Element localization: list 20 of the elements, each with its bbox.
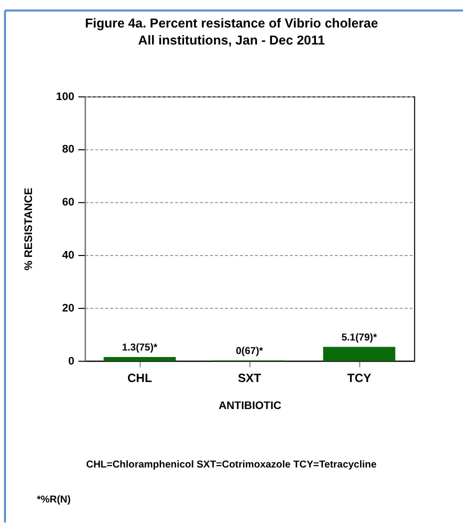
bar xyxy=(104,356,176,362)
text: CHL=Chloramphenicol SXT=Cotrimoxazole TCY=Tetracycline xyxy=(86,460,377,471)
y-axis-title: % RESISTANCE xyxy=(23,188,36,270)
y-tick-label: 0 xyxy=(68,355,74,368)
y-tick-label: 60 xyxy=(62,196,74,209)
x-tick-label: CHL xyxy=(127,371,152,386)
x-axis-title: ANTIBIOTIC xyxy=(218,400,282,412)
chart-subtitle: All institutions, Jan - Dec 2011 xyxy=(138,32,325,48)
y-tick-label: 100 xyxy=(56,90,74,103)
data-label: 0(67)* xyxy=(236,346,264,357)
y-tick-label: 80 xyxy=(62,144,74,156)
data-label: 5.1(79)* xyxy=(341,332,378,344)
y-tick-label: 20 xyxy=(62,302,74,314)
x-tick-label: SXT xyxy=(238,371,262,386)
x-tick-label: TCY xyxy=(347,371,372,386)
text: *%R(N) xyxy=(36,494,71,506)
chart-title: Figure 4a. Percent resistance of Vibrio cholerae xyxy=(84,16,378,31)
data-label: 1.3(75)* xyxy=(122,342,158,354)
y-tick-label: 40 xyxy=(62,250,74,262)
bar xyxy=(323,346,396,362)
